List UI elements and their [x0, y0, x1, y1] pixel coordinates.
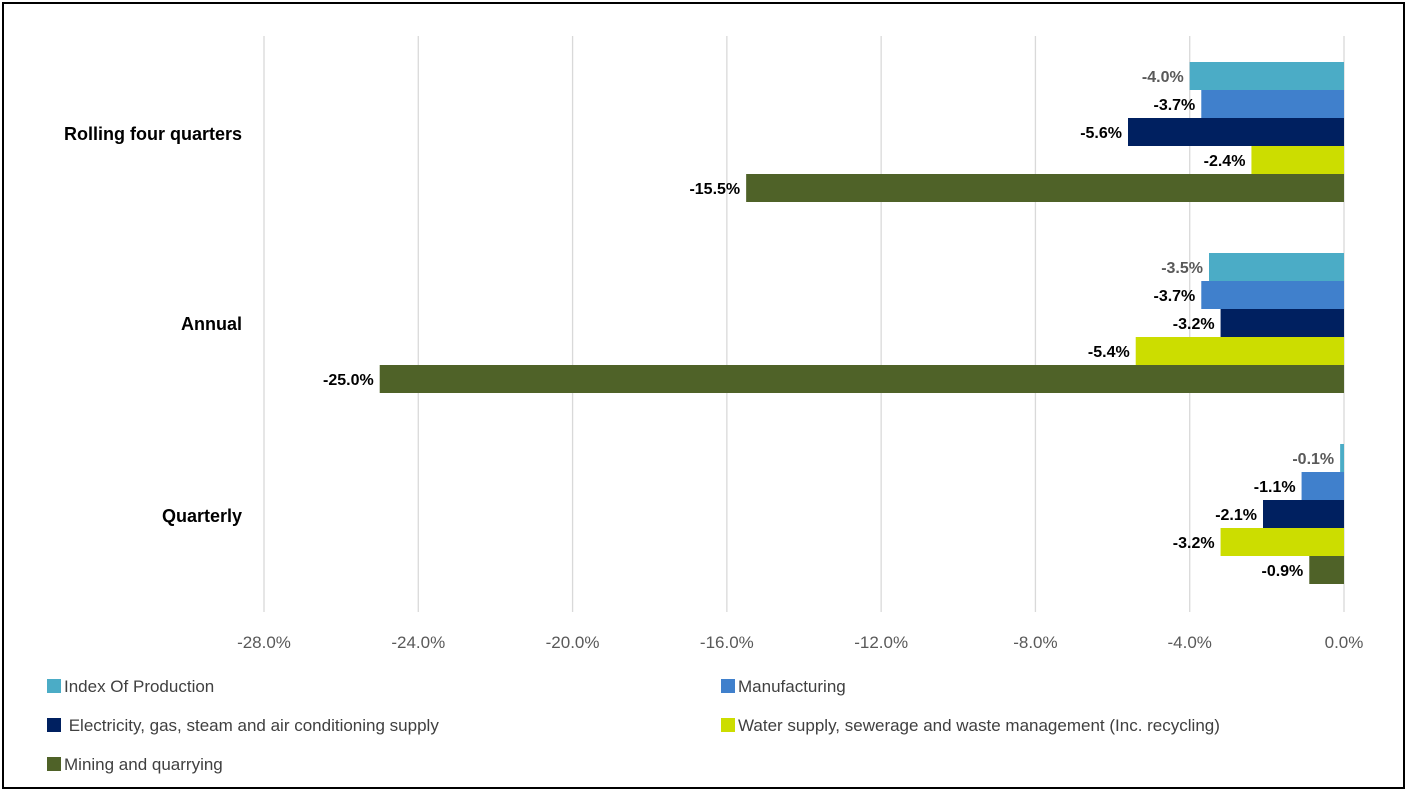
- legend-item-index-of-production: Index Of Production: [47, 677, 214, 696]
- data-label: -3.2%: [1173, 535, 1215, 552]
- bar-electricity-gas-steam-and-air-conditioning-supply: [1263, 500, 1344, 528]
- data-label: -25.0%: [323, 372, 374, 389]
- bar-electricity-gas-steam-and-air-conditioning-supply: [1220, 309, 1344, 337]
- x-axis-ticks: -28.0% -24.0% -20.0% -16.0% -12.0% -8.0% -4.0%…: [237, 633, 1363, 652]
- bar-mining-and-quarrying: [1309, 556, 1344, 584]
- data-label: -3.5%: [1161, 260, 1203, 277]
- data-label: -5.6%: [1080, 125, 1122, 142]
- bar-water-supply-sewerage-and-waste-management-inc-recycling: [1135, 337, 1344, 365]
- data-label: -5.4%: [1088, 344, 1130, 361]
- data-label: -2.1%: [1215, 507, 1257, 524]
- legend-item-electricity-gas-steam-and-air-conditioning-supply: Electricity, gas, steam and air conditio…: [47, 716, 439, 735]
- x-tick-label: -4.0%: [1168, 633, 1212, 652]
- x-tick-label: -24.0%: [391, 633, 445, 652]
- data-label: -3.7%: [1153, 97, 1195, 114]
- bar-mining-and-quarrying: [746, 174, 1344, 202]
- legend-item-mining-and-quarrying: Mining and quarrying: [47, 755, 223, 774]
- bars: [379, 62, 1344, 584]
- legend-swatch: [721, 679, 735, 693]
- bar-manufacturing: [1301, 472, 1344, 500]
- category-labels: Rolling four quarters Annual Quarterly: [64, 124, 242, 526]
- legend-swatch: [721, 718, 735, 732]
- legend-label: Index Of Production: [64, 677, 214, 696]
- legend-label: Manufacturing: [738, 677, 846, 696]
- data-labels: -4.0% -3.7% -5.6% -2.4% -15.5% -3.5% -3.7% -3.2…: [323, 69, 1334, 580]
- bar-electricity-gas-steam-and-air-conditioning-supply: [1128, 118, 1344, 146]
- legend: Index Of Production Manufacturing Electri…: [47, 677, 1220, 774]
- data-label: -15.5%: [689, 181, 740, 198]
- legend-item-water-supply-sewerage-and-waste-management-inc-recycling: Water supply, sewerage and waste managem…: [721, 716, 1220, 735]
- legend-item-manufacturing: Manufacturing: [721, 677, 846, 696]
- data-label: -3.7%: [1153, 288, 1195, 305]
- x-tick-label: -28.0%: [237, 633, 291, 652]
- data-label: -4.0%: [1142, 69, 1184, 86]
- gridlines: [263, 36, 1345, 612]
- legend-label: Mining and quarrying: [64, 755, 223, 774]
- data-label: -2.4%: [1204, 153, 1246, 170]
- bar-water-supply-sewerage-and-waste-management-inc-recycling: [1220, 528, 1344, 556]
- x-tick-label: -20.0%: [546, 633, 600, 652]
- data-label: -0.1%: [1292, 451, 1334, 468]
- bar-mining-and-quarrying: [379, 365, 1344, 393]
- legend-swatch: [47, 679, 61, 693]
- bar-manufacturing: [1201, 281, 1344, 309]
- data-label: -0.9%: [1261, 563, 1303, 580]
- category-label: Annual: [181, 314, 242, 334]
- bar-index-of-production: [1189, 62, 1344, 90]
- bar-water-supply-sewerage-and-waste-management-inc-recycling: [1251, 146, 1344, 174]
- bar-index-of-production: [1340, 444, 1344, 472]
- x-tick-label: 0.0%: [1325, 633, 1364, 652]
- x-tick-label: -8.0%: [1013, 633, 1057, 652]
- data-label: -1.1%: [1254, 479, 1296, 496]
- legend-swatch: [47, 718, 61, 732]
- category-label: Quarterly: [162, 506, 242, 526]
- data-label: -3.2%: [1173, 316, 1215, 333]
- legend-label: Water supply, sewerage and waste managem…: [738, 716, 1220, 735]
- x-tick-label: -16.0%: [700, 633, 754, 652]
- x-tick-label: -12.0%: [854, 633, 908, 652]
- legend-label: Electricity, gas, steam and air conditio…: [64, 716, 439, 735]
- legend-swatch: [47, 757, 61, 771]
- category-label: Rolling four quarters: [64, 124, 242, 144]
- bar-index-of-production: [1209, 253, 1344, 281]
- bar-manufacturing: [1201, 90, 1344, 118]
